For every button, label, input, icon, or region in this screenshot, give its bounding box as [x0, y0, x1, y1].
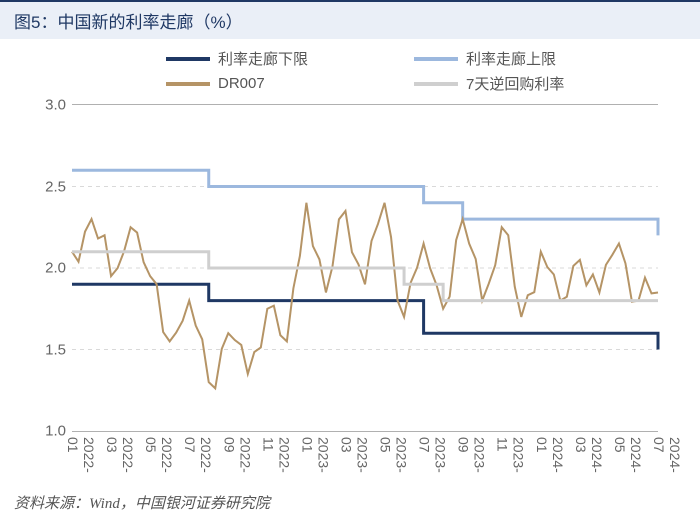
- x-tick-label: 2022-03: [104, 431, 136, 473]
- y-tick-label: 2.5: [45, 178, 66, 195]
- plot-area: 1.01.52.02.53.02022-012022-032022-052022…: [72, 104, 658, 432]
- chart-title-bar: 图5：中国新的利率走廊（%）: [0, 0, 700, 39]
- legend-item: DR007: [166, 73, 414, 94]
- x-tick-label: 2022-07: [182, 431, 214, 473]
- legend-label: 利率走廊下限: [218, 48, 308, 69]
- legend: 利率走廊下限 利率走廊上限 DR007 7天逆回购利率: [166, 48, 662, 98]
- x-tick-label: 2022-01: [65, 431, 97, 473]
- x-tick-label: 2022-05: [143, 431, 175, 473]
- figure: 图5：中国新的利率走廊（%） 利率走廊下限利率走廊上限DR0077天逆回购利率 …: [0, 0, 700, 521]
- x-tick-label: 2022-09: [221, 431, 253, 473]
- legend-swatch: [166, 57, 210, 61]
- legend-item: 7天逆回购利率: [414, 73, 662, 94]
- x-tick-label: 2023-09: [456, 431, 488, 473]
- x-tick-label: 2024-01: [534, 431, 566, 473]
- x-tick-label: 2023-01: [299, 431, 331, 473]
- legend-item: 利率走廊上限: [414, 48, 662, 69]
- legend-swatch: [414, 57, 458, 61]
- x-tick-label: 2023-07: [417, 431, 449, 473]
- x-tick-label: 2024-03: [573, 431, 605, 473]
- chart-svg: [72, 105, 658, 431]
- y-tick-label: 1.0: [45, 423, 66, 440]
- series-line: [72, 284, 658, 349]
- x-tick-label: 2024-05: [612, 431, 644, 473]
- legend-item: 利率走廊下限: [166, 48, 414, 69]
- x-tick-label: 2023-11: [495, 431, 527, 473]
- legend-label: 利率走廊上限: [466, 48, 556, 69]
- source-text: 资料来源：Wind，中国银河证券研究院: [14, 492, 270, 513]
- chart-title: 图5：中国新的利率走廊（%）: [14, 13, 243, 32]
- series-line: [72, 252, 658, 301]
- y-tick-label: 1.5: [45, 341, 66, 358]
- x-tick-label: 2023-05: [378, 431, 410, 473]
- legend-swatch: [166, 82, 210, 86]
- x-tick-label: 2023-03: [338, 431, 370, 473]
- y-tick-label: 3.0: [45, 97, 66, 114]
- series-line: [72, 203, 658, 388]
- x-tick-label: 2022-11: [260, 431, 292, 473]
- legend-label: DR007: [218, 75, 265, 92]
- legend-label: 7天逆回购利率: [466, 73, 564, 94]
- legend-swatch: [414, 82, 458, 86]
- y-tick-label: 2.0: [45, 260, 66, 277]
- x-tick-label: 2024-07: [651, 431, 683, 473]
- series-line: [72, 170, 658, 235]
